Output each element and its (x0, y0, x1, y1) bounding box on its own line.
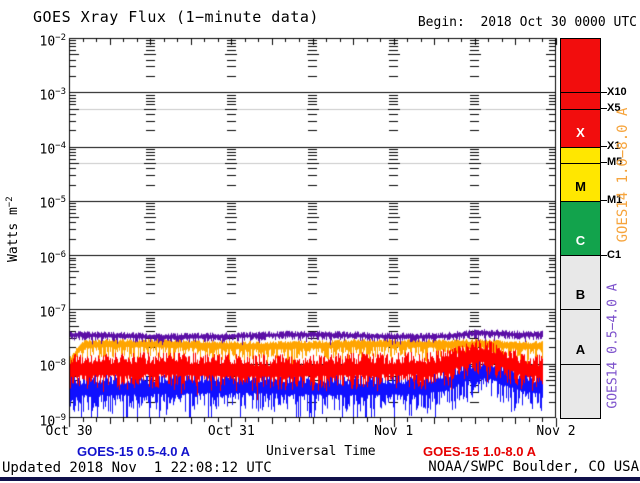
y-axis-label: Watts m−2 (4, 196, 22, 262)
threshold-tick-x1 (600, 146, 607, 148)
threshold-label-m5: M5 (607, 156, 623, 169)
noaa-swpc-credit: NOAA/SWPC Boulder, CO USA (428, 459, 639, 475)
threshold-label-c1: C1 (607, 248, 622, 261)
flare-class-letter: C (575, 233, 586, 249)
threshold-label-x1: X1 (607, 140, 621, 153)
flare-class-letter: B (575, 287, 586, 303)
flare-class-letter: A (575, 341, 586, 357)
begin-time-label: Begin: 2018 Oct 30 0000 UTC (417, 15, 637, 30)
threshold-label-x10: X10 (607, 85, 627, 98)
legend-goes15-short-channel: GOES-15 0.5-4.0 A (77, 444, 190, 459)
threshold-tick-m1 (600, 200, 607, 202)
legend-goes15-long-channel: GOES-15 1.0-8.0 A (423, 444, 536, 459)
flare-class-letter: X (576, 124, 585, 140)
threshold-tick-x5 (600, 108, 607, 110)
threshold-tick-c1 (600, 254, 607, 256)
chart-title: GOES Xray Flux (1−minute data) (33, 8, 319, 26)
right-satellite-label-1: GOES14 0.5−4.0 A (605, 283, 621, 409)
threshold-label-m1: M1 (607, 194, 623, 207)
bottom-navy-rule (0, 477, 640, 481)
threshold-tick-x10 (600, 91, 607, 93)
threshold-tick-m5 (600, 162, 607, 164)
threshold-label-x5: X5 (607, 102, 621, 115)
updated-timestamp: Updated 2018 Nov 1 22:08:12 UTC (2, 460, 272, 476)
flare-class-letter: M (575, 178, 586, 194)
right-satellite-label-0: GOES14 1.0−8.0 A (615, 107, 631, 243)
xray-flux-plot-canvas (49, 28, 569, 440)
x-axis-title: Universal Time (266, 444, 376, 459)
